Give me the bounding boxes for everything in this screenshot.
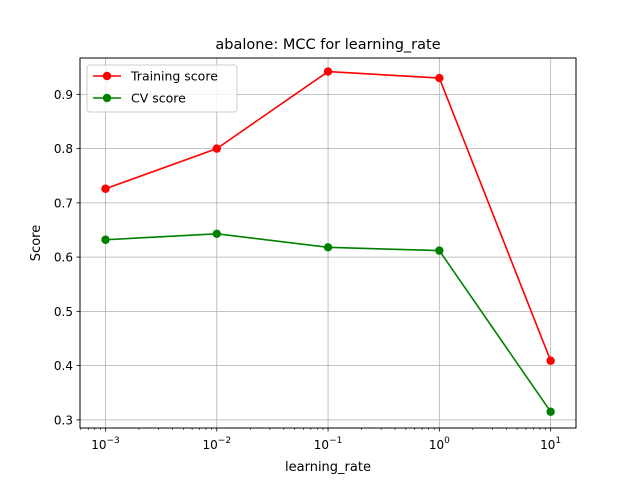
x-tick-label-exponent: 1 — [555, 436, 561, 446]
training-score-point — [212, 144, 221, 153]
series-cv-score — [101, 229, 555, 416]
y-tick-label: 0.4 — [54, 359, 73, 373]
x-tick-label-base: 10 — [429, 438, 444, 452]
legend-cv-score-marker — [102, 93, 112, 103]
legend: Training score CV score — [86, 64, 238, 113]
training-score-point — [101, 184, 110, 193]
series-layer — [101, 67, 555, 416]
x-tick-label: 100 — [429, 436, 450, 452]
y-tick-label: 0.9 — [54, 88, 73, 102]
legend-training-score-label: Training score — [130, 69, 218, 84]
x-tick-label-base: 10 — [314, 438, 329, 452]
cv-score-point — [212, 229, 221, 238]
training-score-point — [546, 356, 555, 365]
cv-score-point — [435, 246, 444, 255]
x-axis-ticks: 10−3 10−2 10−1 100 101 — [80, 428, 561, 452]
x-tick-label-exponent: −1 — [329, 436, 342, 446]
x-tick-label: 10−3 — [91, 436, 120, 452]
x-axis-label: learning_rate — [285, 460, 371, 475]
legend-cv-score-label: CV score — [131, 91, 186, 106]
training-score-point — [323, 67, 333, 76]
y-tick-label: 0.7 — [54, 196, 73, 210]
series-training-score — [101, 67, 555, 365]
legend-training-score-marker — [102, 71, 112, 81]
training-score-point — [435, 73, 444, 83]
grid — [80, 58, 576, 428]
cv-score-point — [323, 243, 333, 252]
x-tick-label-base: 10 — [91, 438, 106, 452]
legend-box — [86, 64, 238, 113]
x-tick-label-exponent: −3 — [107, 436, 120, 446]
x-tick-label-exponent: 0 — [444, 436, 450, 446]
y-axis-label: Score — [29, 225, 44, 261]
cv-score-point — [546, 407, 555, 416]
chart-title: abalone: MCC for learning_rate — [215, 37, 440, 53]
x-tick-label-base: 10 — [540, 438, 555, 452]
x-tick-label: 10−2 — [203, 436, 232, 452]
y-tick-label: 0.8 — [54, 142, 73, 156]
x-tick-label: 101 — [540, 436, 561, 452]
y-tick-label: 0.5 — [54, 305, 73, 319]
x-tick-label-base: 10 — [203, 438, 218, 452]
y-tick-label: 0.6 — [54, 251, 73, 265]
y-tick-label: 0.3 — [54, 413, 73, 427]
x-tick-label-exponent: −2 — [218, 436, 231, 446]
cv-score-point — [101, 235, 110, 244]
y-axis-ticks: 0.3 0.4 0.5 0.6 0.7 0.8 0.9 — [54, 88, 80, 427]
x-tick-label: 10−1 — [314, 436, 343, 452]
